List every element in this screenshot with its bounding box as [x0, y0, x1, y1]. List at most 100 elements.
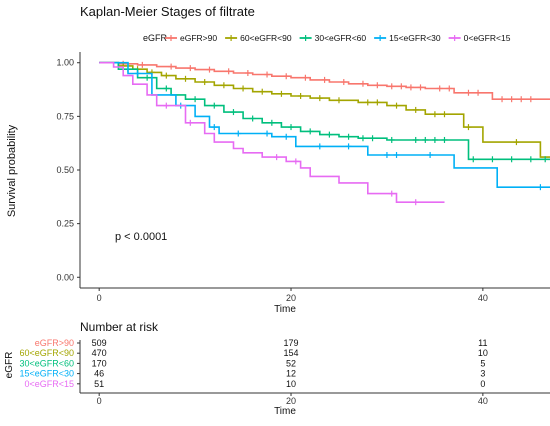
censor-mark: [465, 124, 472, 131]
censor-mark: [465, 89, 472, 96]
censor-mark: [192, 96, 199, 103]
x-tick-label: 0: [97, 293, 102, 303]
censor-mark: [211, 102, 218, 109]
censor-mark: [364, 99, 371, 106]
censor-mark: [220, 82, 227, 89]
censor-mark: [369, 135, 376, 142]
censor-mark: [431, 136, 438, 143]
legend-label-0: eGFR>90: [180, 33, 217, 43]
censor-mark: [264, 130, 271, 137]
censor-mark: [321, 76, 328, 83]
x-tick-label: 20: [286, 293, 296, 303]
censor-mark: [278, 90, 285, 97]
censor-mark: [326, 131, 333, 138]
censor-mark: [163, 85, 170, 92]
y-axis-title: Survival probability: [6, 124, 18, 217]
legend: eGFR eGFR>90 60<eGFR<90 30<eGFR<60 15<eGFR<…: [143, 33, 511, 43]
censor-mark: [407, 84, 414, 91]
y-tick-label: 1.00: [56, 58, 74, 68]
km-curve-1: [99, 61, 550, 158]
censor-mark: [527, 96, 534, 103]
censor-mark: [537, 184, 544, 191]
censor-mark: [144, 74, 151, 81]
censor-mark: [513, 139, 520, 146]
censor-mark: [470, 156, 477, 163]
censor-mark: [307, 128, 314, 135]
censor-mark: [134, 70, 141, 77]
censor-mark: [297, 92, 304, 99]
risk-value: 470: [92, 348, 107, 358]
censor-mark: [182, 75, 189, 82]
risk-value: 11: [478, 338, 487, 348]
censor-mark: [359, 135, 366, 142]
censor-mark: [393, 151, 400, 158]
risk-value: 51: [94, 379, 104, 389]
censor-mark: [412, 199, 419, 206]
censor-mark: [264, 71, 271, 78]
censor-mark: [388, 83, 395, 90]
risk-value: 170: [92, 358, 107, 368]
censor-mark: [201, 79, 208, 86]
censor-mark: [163, 72, 170, 79]
censor-mark: [388, 190, 395, 197]
censor-mark: [187, 65, 194, 72]
censor-mark: [225, 68, 232, 75]
risk-value: 0: [480, 379, 485, 389]
risk-row-label: eGFR>90: [35, 338, 74, 348]
km-curve-2: [99, 61, 550, 161]
censor-mark: [283, 133, 290, 140]
censor-mark: [412, 106, 419, 113]
censor-mark: [489, 156, 496, 163]
censor-mark: [374, 82, 381, 89]
censor-mark: [345, 133, 352, 140]
censor-mark: [316, 95, 323, 102]
censor-mark: [446, 85, 453, 92]
risk-value: 10: [286, 379, 296, 389]
censor-mark: [230, 109, 237, 116]
censor-mark: [335, 97, 342, 104]
censor-mark: [412, 136, 419, 143]
censor-mark: [388, 136, 395, 143]
censor-mark: [211, 124, 218, 131]
km-curve-3: [99, 61, 550, 188]
censor-mark: [422, 136, 429, 143]
censor-mark: [292, 158, 299, 165]
censor-mark: [542, 156, 549, 163]
censor-mark: [508, 156, 515, 163]
risk-table-y-title: eGFR: [4, 352, 15, 379]
censor-mark: [518, 96, 525, 103]
censor-mark: [427, 151, 434, 158]
legend-label-2: 30<eGFR<60: [315, 33, 367, 43]
y-tick-label: 0.50: [56, 165, 74, 175]
censor-mark: [345, 143, 352, 150]
y-tick-label: 0.75: [56, 111, 74, 121]
x-tick-label: 40: [478, 293, 488, 303]
censor-mark: [398, 83, 405, 90]
x-axis-title: Time: [274, 304, 296, 315]
y-tick-label: 0.00: [56, 272, 74, 282]
km-curve-4: [99, 61, 445, 203]
censor-mark: [268, 119, 275, 126]
legend-label-3: 15<eGFR<30: [389, 33, 441, 43]
censor-mark: [393, 102, 400, 109]
censor-mark: [340, 79, 347, 86]
risk-value: 12: [286, 369, 296, 379]
censor-mark: [359, 80, 366, 87]
risk-row-label: 15<eGFR<30: [19, 369, 74, 379]
censor-mark: [259, 88, 266, 95]
censor-mark: [168, 63, 175, 70]
censor-mark: [206, 66, 213, 73]
risk-table-title: Number at risk: [80, 320, 159, 334]
censor-mark: [302, 74, 309, 81]
censor-mark: [244, 70, 251, 77]
censor-mark: [316, 143, 323, 150]
censor-mark: [374, 99, 381, 106]
risk-value: 10: [478, 348, 488, 358]
censor-mark: [163, 102, 170, 109]
legend-label-4: 0<eGFR<15: [464, 33, 511, 43]
y-tick-label: 0.25: [56, 219, 74, 229]
censor-mark: [441, 111, 448, 118]
